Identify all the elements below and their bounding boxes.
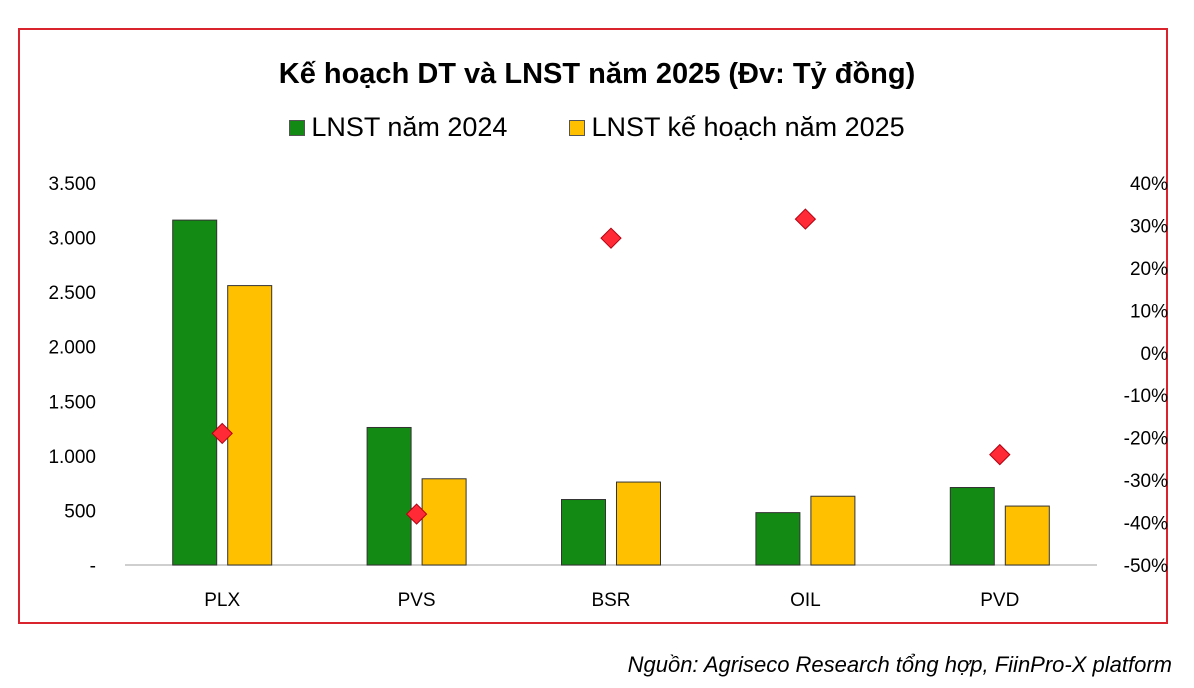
- right-tick-label: 40%: [1130, 174, 1168, 195]
- legend-swatch-2025: [569, 119, 586, 136]
- diamond-pvd: [989, 443, 1011, 466]
- right-tick-label: 20%: [1130, 259, 1168, 280]
- bar-pvd-series-2: [1004, 505, 1050, 566]
- left-tick-label: -: [90, 556, 96, 577]
- bar-plx-series-1: [172, 219, 218, 566]
- right-tick-label: -20%: [1124, 429, 1168, 450]
- chart-legend: LNST năm 2024 LNST kế hoạch năm 2025: [0, 112, 1194, 143]
- bar-bsr-series-1: [561, 499, 606, 566]
- left-tick-label: 1.000: [48, 447, 96, 468]
- bar-plx-series-2: [227, 285, 273, 566]
- left-tick-label: 500: [64, 501, 96, 522]
- bar-pvd-series-1: [949, 487, 995, 566]
- chart-frame: [18, 28, 1168, 624]
- diamond-oil: [794, 208, 817, 230]
- bar-oil-series-1: [755, 512, 801, 566]
- bar-oil-series-2: [810, 495, 856, 566]
- right-tick-label: 0%: [1141, 344, 1169, 365]
- legend-item-2025: LNST kế hoạch năm 2025: [569, 112, 905, 143]
- right-tick-label: 10%: [1130, 301, 1168, 322]
- x-tick-label: PVD: [980, 590, 1019, 611]
- source-note: Nguồn: Agriseco Research tổng hợp, FiinP…: [627, 652, 1172, 677]
- x-tick-label: PLX: [204, 590, 240, 611]
- diamond-plx: [211, 422, 233, 445]
- right-tick-label: -40%: [1124, 514, 1168, 535]
- right-tick-label: -30%: [1124, 471, 1168, 492]
- diamond-pvs: [405, 503, 428, 525]
- legend-label-2025: LNST kế hoạch năm 2025: [591, 112, 905, 142]
- right-tick-label: 30%: [1130, 216, 1168, 237]
- left-tick-label: 1.500: [48, 392, 96, 413]
- chart-title: Kế hoạch DT và LNST năm 2025 (Đv: Tỷ đồn…: [278, 58, 916, 90]
- right-tick-label: -50%: [1124, 556, 1168, 577]
- diamond-bsr: [600, 227, 622, 249]
- bar-pvs-series-2: [421, 478, 467, 566]
- right-tick-label: -10%: [1124, 386, 1168, 407]
- left-tick-label: 2.500: [48, 283, 96, 304]
- legend-label-2024: LNST năm 2024: [311, 112, 508, 142]
- left-tick-label: 3.000: [48, 229, 96, 250]
- bar-pvs-series-1: [366, 426, 412, 566]
- left-tick-label: 3.500: [48, 174, 96, 195]
- x-tick-label: PVS: [398, 590, 436, 611]
- left-tick-label: 2.000: [48, 338, 96, 359]
- bar-bsr-series-2: [616, 481, 661, 566]
- x-tick-label: BSR: [591, 590, 630, 611]
- x-tick-label: OIL: [790, 590, 821, 611]
- legend-swatch-2024: [289, 119, 306, 136]
- legend-item-2024: LNST năm 2024: [289, 112, 507, 143]
